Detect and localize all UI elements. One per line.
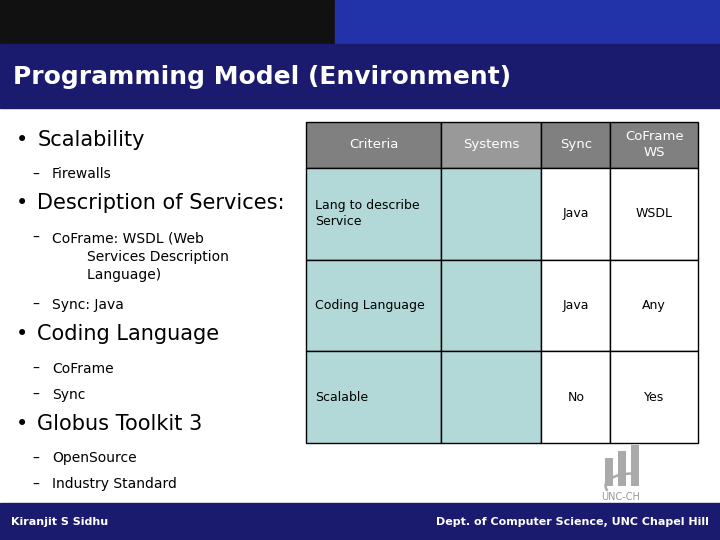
Text: Description of Services:: Description of Services: <box>37 193 285 213</box>
Text: Java: Java <box>562 207 589 220</box>
Text: –: – <box>32 477 40 491</box>
Text: –: – <box>32 451 40 465</box>
Text: Coding Language: Coding Language <box>37 324 220 344</box>
Bar <box>631 445 639 486</box>
Bar <box>0 44 720 108</box>
Text: –: – <box>32 231 40 245</box>
Bar <box>541 351 610 443</box>
Bar <box>610 260 698 351</box>
Text: UNC-CH: UNC-CH <box>601 492 640 503</box>
Bar <box>618 451 626 486</box>
Text: Programming Model (Environment): Programming Model (Environment) <box>13 65 511 89</box>
Text: No: No <box>567 390 584 403</box>
Text: Systems: Systems <box>463 138 520 151</box>
Text: Sync: Sync <box>559 138 592 151</box>
Text: Sync: Java: Sync: Java <box>52 298 124 312</box>
Bar <box>610 351 698 443</box>
Bar <box>306 351 441 443</box>
Text: Java: Java <box>562 299 589 312</box>
Text: –: – <box>32 298 40 312</box>
Text: Firewalls: Firewalls <box>52 167 112 181</box>
Text: Sync: Sync <box>52 388 85 402</box>
Text: Kiranjit S Sidhu: Kiranjit S Sidhu <box>11 517 108 526</box>
Bar <box>306 122 441 168</box>
Text: •: • <box>16 130 28 150</box>
Bar <box>605 458 613 486</box>
Bar <box>541 122 610 168</box>
Bar <box>610 168 698 260</box>
Bar <box>441 122 541 168</box>
Text: –: – <box>32 167 40 181</box>
Text: •: • <box>16 414 28 434</box>
Text: Industry Standard: Industry Standard <box>52 477 176 491</box>
Bar <box>0 503 720 540</box>
Text: CoFrame: CoFrame <box>52 362 114 376</box>
Bar <box>306 260 441 351</box>
Text: CoFrame: WSDL (Web
        Services Description
        Language): CoFrame: WSDL (Web Services Description … <box>52 231 229 282</box>
Bar <box>306 168 441 260</box>
Text: Any: Any <box>642 299 666 312</box>
Text: Yes: Yes <box>644 390 665 403</box>
Text: Dept. of Computer Science, UNC Chapel Hill: Dept. of Computer Science, UNC Chapel Hi… <box>436 517 709 526</box>
Bar <box>541 168 610 260</box>
Text: Coding Language: Coding Language <box>315 299 424 312</box>
Bar <box>335 0 720 46</box>
Text: Globus Toolkit 3: Globus Toolkit 3 <box>37 414 203 434</box>
Text: WSDL: WSDL <box>636 207 672 220</box>
Text: •: • <box>16 193 28 213</box>
Text: Criteria: Criteria <box>349 138 398 151</box>
Bar <box>541 260 610 351</box>
Text: Scalability: Scalability <box>37 130 145 150</box>
Bar <box>441 168 541 260</box>
Text: OpenSource: OpenSource <box>52 451 137 465</box>
Text: CoFrame
WS: CoFrame WS <box>625 130 683 159</box>
Text: Scalable: Scalable <box>315 390 368 403</box>
Text: •: • <box>16 324 28 344</box>
Bar <box>441 260 541 351</box>
Bar <box>610 122 698 168</box>
Bar <box>441 351 541 443</box>
Text: Lang to describe
Service: Lang to describe Service <box>315 199 419 228</box>
Text: –: – <box>32 388 40 402</box>
Bar <box>0 0 720 46</box>
Text: –: – <box>32 362 40 376</box>
